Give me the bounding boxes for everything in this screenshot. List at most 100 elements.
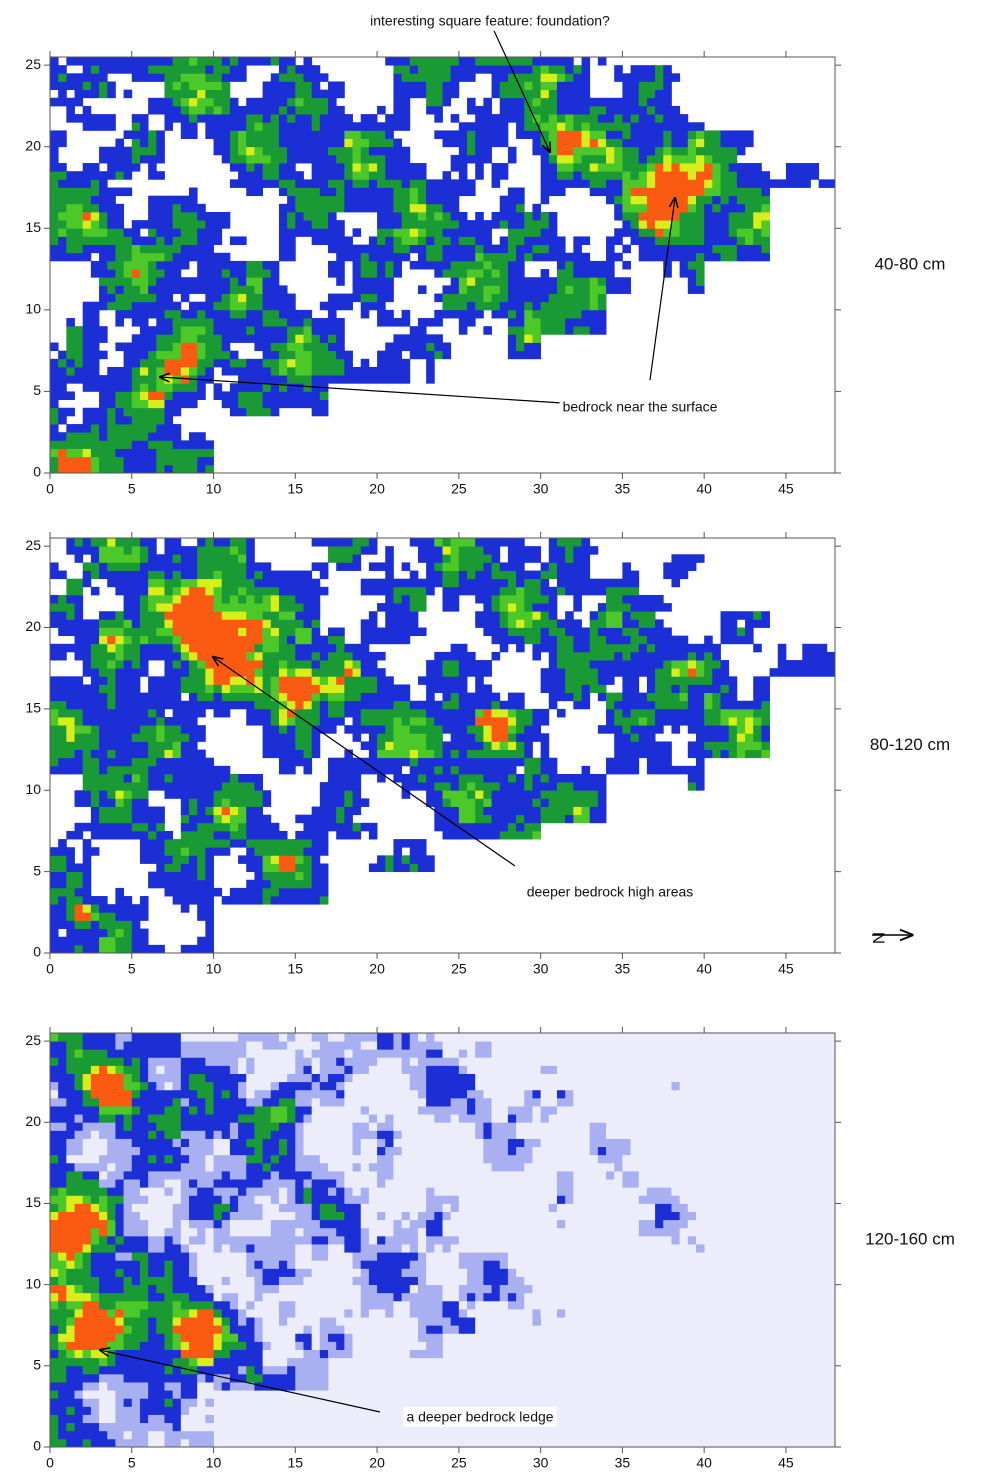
- raster-cell: [254, 57, 263, 66]
- raster-cell: [402, 595, 411, 604]
- raster-cell: [606, 188, 615, 197]
- raster-cell: [385, 758, 394, 767]
- raster-cell: [483, 587, 492, 596]
- raster-cell: [173, 375, 182, 384]
- raster-cell: [230, 383, 239, 392]
- raster-cell: [475, 220, 484, 229]
- raster-cell: [393, 261, 402, 270]
- raster-cell: [467, 815, 476, 824]
- raster-cell: [802, 171, 811, 180]
- raster-cell: [696, 179, 705, 188]
- raster-cell: [434, 228, 443, 237]
- raster-cell: [631, 139, 640, 148]
- raster-cell: [287, 758, 296, 767]
- raster-cell: [410, 701, 419, 710]
- raster-cell: [606, 758, 615, 767]
- raster-cell: [164, 98, 173, 107]
- raster-cell: [729, 155, 738, 164]
- raster-cell: [639, 611, 648, 620]
- raster-cell: [58, 408, 67, 417]
- raster-cell: [524, 318, 533, 327]
- raster-cell: [516, 815, 525, 824]
- raster-cell: [230, 554, 239, 563]
- raster-cell: [361, 155, 370, 164]
- raster-cell: [483, 717, 492, 726]
- raster-cell: [647, 188, 656, 197]
- raster-cell: [132, 619, 141, 628]
- raster-cell: [385, 318, 394, 327]
- raster-cell: [222, 579, 231, 588]
- raster-cell: [140, 693, 149, 702]
- raster-cell: [263, 277, 272, 286]
- raster-cell: [66, 628, 75, 637]
- raster-cell: [549, 57, 558, 66]
- raster-cell: [66, 693, 75, 702]
- raster-cell: [483, 807, 492, 816]
- raster-cell: [402, 81, 411, 90]
- raster-cell: [712, 245, 721, 254]
- raster-cell: [639, 733, 648, 742]
- raster-cell: [320, 342, 329, 351]
- raster-cell: [443, 676, 452, 685]
- raster-cell: [246, 644, 255, 653]
- raster-cell: [614, 758, 623, 767]
- raster-cell: [361, 693, 370, 702]
- raster-cell: [107, 277, 116, 286]
- raster-cell: [622, 766, 631, 775]
- raster-cell: [230, 815, 239, 824]
- x-tick-label: 0: [46, 481, 54, 497]
- raster-cell: [573, 236, 582, 245]
- raster-cell: [573, 676, 582, 685]
- raster-cell: [721, 196, 730, 205]
- raster-cell: [344, 790, 353, 799]
- raster-cell: [99, 196, 108, 205]
- raster-cell: [205, 367, 214, 376]
- raster-cell: [140, 758, 149, 767]
- raster-cell: [124, 733, 133, 742]
- raster-cell: [606, 709, 615, 718]
- raster-cell: [639, 636, 648, 645]
- raster-cell: [557, 310, 566, 319]
- raster-cell: [328, 196, 337, 205]
- raster-cell: [516, 188, 525, 197]
- raster-cell: [50, 725, 59, 734]
- raster-cell: [132, 782, 141, 791]
- raster-cell: [58, 163, 67, 172]
- raster-cell: [655, 204, 664, 213]
- raster-cell: [582, 285, 591, 294]
- raster-cell: [459, 676, 468, 685]
- raster-cell: [124, 188, 133, 197]
- raster-cell: [385, 204, 394, 213]
- raster-cell: [115, 375, 124, 384]
- raster-cell: [173, 98, 182, 107]
- raster-cell: [483, 595, 492, 604]
- raster-cell: [115, 294, 124, 303]
- raster-cell: [156, 310, 165, 319]
- raster-cell: [91, 701, 100, 710]
- raster-cell: [344, 130, 353, 139]
- raster-cell: [688, 220, 697, 229]
- raster-cell: [189, 57, 198, 66]
- raster-cell: [639, 228, 648, 237]
- raster-cell: [99, 236, 108, 245]
- raster-cell: [287, 652, 296, 661]
- raster-cell: [124, 815, 133, 824]
- raster-cell: [173, 285, 182, 294]
- raster-cell: [590, 628, 599, 637]
- raster-cell: [238, 155, 247, 164]
- raster-cell: [222, 220, 231, 229]
- raster-cell: [557, 571, 566, 580]
- raster-cell: [639, 122, 648, 131]
- raster-cell: [312, 139, 321, 148]
- raster-cell: [205, 929, 214, 938]
- raster-cell: [263, 342, 272, 351]
- raster-cell: [443, 758, 452, 767]
- raster-cell: [721, 236, 730, 245]
- raster-cell: [66, 245, 75, 254]
- raster-cell: [115, 912, 124, 921]
- raster-cell: [532, 73, 541, 82]
- raster-cell: [516, 636, 525, 645]
- raster-cell: [418, 554, 427, 563]
- raster-cell: [279, 253, 288, 262]
- raster-cell: [124, 823, 133, 832]
